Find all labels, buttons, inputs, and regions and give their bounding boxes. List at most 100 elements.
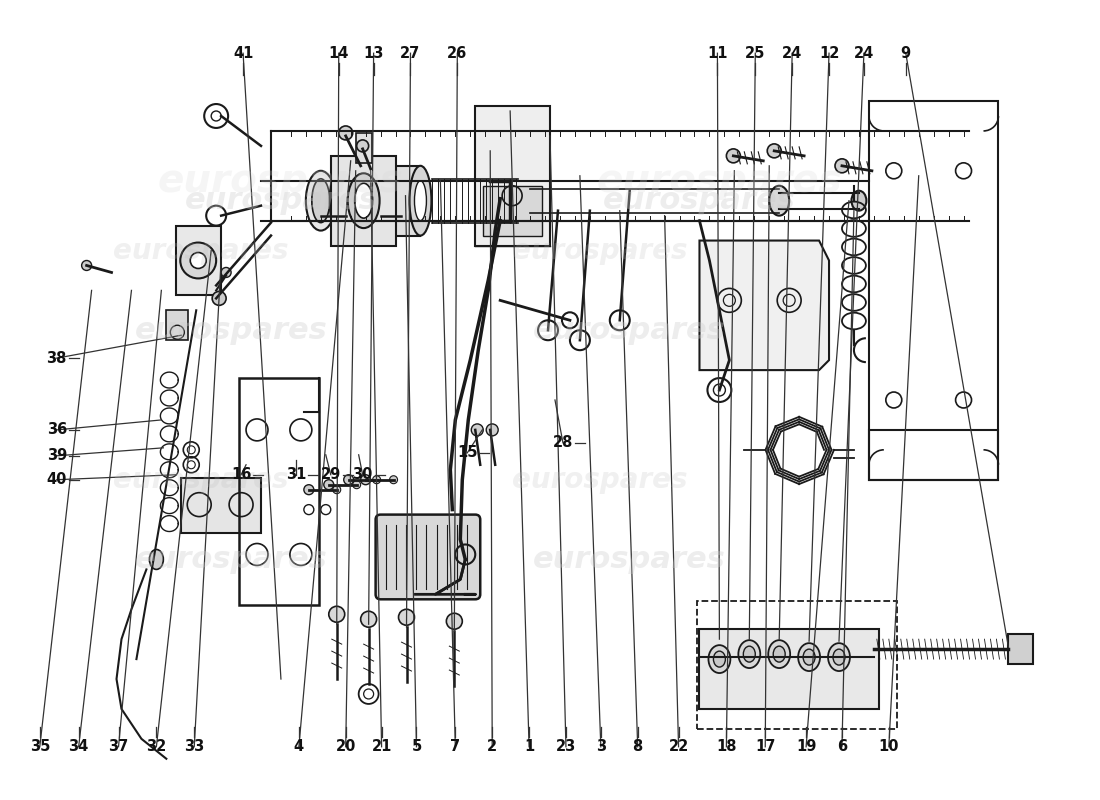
Text: 31: 31 [286, 467, 306, 482]
Text: 29: 29 [320, 467, 341, 482]
Text: 40: 40 [46, 472, 67, 487]
Text: eurospares: eurospares [185, 186, 377, 215]
Circle shape [221, 267, 231, 278]
Bar [697, 602, 896, 729]
Ellipse shape [306, 170, 336, 230]
Circle shape [471, 424, 483, 436]
Text: 9: 9 [901, 46, 911, 61]
Ellipse shape [773, 646, 785, 662]
Circle shape [373, 476, 381, 484]
Circle shape [361, 611, 376, 627]
Text: 22: 22 [669, 739, 689, 754]
Text: 10: 10 [879, 739, 899, 754]
Circle shape [353, 481, 361, 489]
Bar [182, 478, 261, 533]
Text: eurospares: eurospares [113, 237, 289, 265]
Ellipse shape [334, 181, 346, 221]
Circle shape [329, 606, 344, 622]
Ellipse shape [833, 649, 845, 665]
Text: 4: 4 [294, 739, 304, 754]
Text: eurospares: eurospares [596, 162, 843, 200]
Bar [869, 101, 999, 480]
Ellipse shape [708, 645, 730, 673]
Bar [483, 186, 542, 235]
Circle shape [726, 149, 740, 163]
Ellipse shape [330, 166, 352, 235]
Circle shape [361, 474, 371, 485]
Text: eurospares: eurospares [113, 466, 289, 494]
Text: 2: 2 [487, 739, 497, 754]
Text: 7: 7 [450, 739, 461, 754]
Bar [166, 310, 188, 340]
Text: 11: 11 [707, 46, 728, 61]
Ellipse shape [769, 186, 789, 216]
Ellipse shape [409, 166, 431, 235]
Circle shape [212, 291, 227, 306]
Text: 18: 18 [716, 739, 737, 754]
Text: eurospares: eurospares [158, 162, 404, 200]
Bar [475, 106, 550, 246]
Text: 25: 25 [745, 46, 766, 61]
Text: 21: 21 [372, 739, 392, 754]
Text: 32: 32 [146, 739, 166, 754]
Text: 15: 15 [456, 446, 477, 460]
Text: 27: 27 [400, 46, 420, 61]
Text: 24: 24 [854, 46, 874, 61]
Ellipse shape [738, 640, 760, 668]
Circle shape [486, 424, 498, 436]
Text: 23: 23 [556, 739, 576, 754]
Text: eurospares: eurospares [603, 186, 796, 215]
Text: 8: 8 [632, 739, 642, 754]
Text: eurospares: eurospares [534, 316, 726, 345]
Text: 13: 13 [363, 46, 384, 61]
Text: 37: 37 [109, 739, 129, 754]
Bar [1009, 634, 1033, 664]
Bar [869, 430, 999, 480]
Text: eurospares: eurospares [134, 316, 328, 345]
Circle shape [339, 126, 353, 140]
Ellipse shape [744, 646, 756, 662]
Text: 36: 36 [46, 422, 67, 438]
Text: 35: 35 [30, 739, 50, 754]
Polygon shape [700, 241, 829, 370]
Ellipse shape [768, 640, 790, 668]
Ellipse shape [415, 181, 427, 221]
Circle shape [343, 474, 354, 485]
Circle shape [835, 159, 849, 173]
Text: 14: 14 [329, 46, 349, 61]
Bar [331, 156, 396, 246]
Circle shape [447, 614, 462, 630]
Ellipse shape [828, 643, 850, 671]
Bar [239, 378, 319, 606]
Text: 30: 30 [352, 467, 373, 482]
Bar [176, 226, 221, 295]
Text: 33: 33 [184, 739, 205, 754]
Circle shape [389, 476, 397, 484]
Ellipse shape [354, 183, 373, 218]
Text: 41: 41 [233, 46, 253, 61]
Circle shape [398, 610, 415, 626]
Text: 5: 5 [411, 739, 421, 754]
Text: 3: 3 [596, 739, 606, 754]
Circle shape [323, 480, 333, 490]
Text: 28: 28 [553, 435, 573, 450]
Circle shape [767, 144, 781, 158]
FancyBboxPatch shape [375, 514, 481, 599]
Text: 1: 1 [524, 739, 535, 754]
Text: 6: 6 [837, 739, 847, 754]
Circle shape [304, 485, 313, 494]
Circle shape [180, 242, 217, 278]
Ellipse shape [851, 190, 867, 210]
Circle shape [333, 486, 341, 494]
Ellipse shape [799, 643, 821, 671]
Text: 34: 34 [68, 739, 89, 754]
Ellipse shape [714, 651, 725, 667]
Text: 19: 19 [796, 739, 816, 754]
Ellipse shape [348, 174, 380, 228]
Text: 39: 39 [46, 448, 67, 463]
Text: 20: 20 [336, 739, 356, 754]
Bar [355, 133, 372, 163]
Text: 16: 16 [231, 467, 251, 482]
Text: eurospares: eurospares [534, 545, 726, 574]
Text: eurospares: eurospares [134, 545, 328, 574]
